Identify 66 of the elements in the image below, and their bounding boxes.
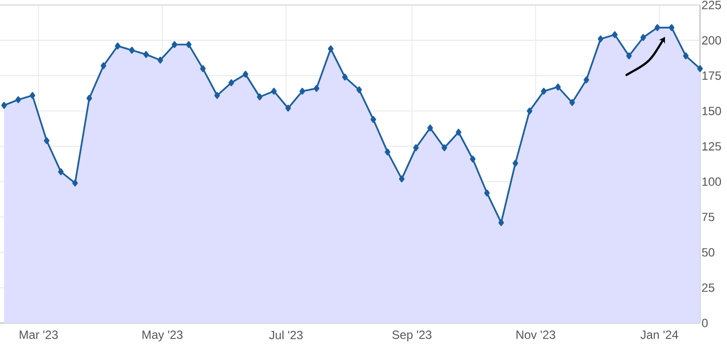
point [427, 124, 433, 132]
point [214, 92, 220, 99]
point [314, 84, 320, 92]
point [186, 41, 192, 48]
point [398, 175, 405, 182]
point [584, 76, 590, 84]
x-tick-label: Jan '24 [640, 330, 678, 339]
y-tick-label: 200 [702, 36, 722, 45]
point [100, 62, 106, 70]
point [526, 108, 532, 114]
point [413, 144, 419, 152]
point [370, 116, 376, 123]
point [328, 45, 334, 52]
point [30, 92, 36, 99]
point [15, 96, 22, 104]
point [384, 148, 390, 156]
point [512, 160, 518, 167]
point [612, 31, 618, 38]
point [484, 190, 490, 196]
point [569, 99, 575, 106]
point [114, 42, 120, 50]
point [640, 34, 646, 41]
y-tick-label: 150 [702, 106, 722, 116]
point [598, 35, 604, 42]
point [72, 180, 78, 187]
y-tick-label: 0 [702, 318, 708, 328]
point [555, 84, 561, 90]
x-tick-label: May '23 [142, 330, 183, 342]
point [683, 52, 689, 60]
point [271, 88, 277, 95]
point [668, 24, 674, 32]
point [228, 79, 234, 86]
y-tick-label: 100 [702, 177, 722, 186]
point [442, 144, 448, 152]
point [44, 137, 50, 144]
point [256, 93, 263, 100]
point [158, 56, 164, 64]
point [200, 65, 206, 72]
y-tick-label: 50 [702, 248, 714, 257]
point [456, 128, 462, 136]
x-tick-label: Jul '23 [269, 330, 303, 340]
y-tick-label: 125 [702, 142, 721, 151]
x-tick-label: Nov '23 [516, 330, 556, 339]
point [1, 102, 7, 109]
point [86, 94, 92, 102]
point [356, 86, 362, 94]
point [300, 88, 306, 95]
point [285, 104, 291, 112]
x-tick-label: Sep '23 [392, 330, 432, 342]
point [697, 65, 703, 72]
point [470, 156, 476, 162]
point [143, 51, 149, 58]
y-tick-label: 25 [702, 283, 714, 292]
point [540, 88, 547, 95]
point [498, 219, 504, 226]
point [626, 52, 632, 60]
point [342, 74, 348, 81]
y-tick-label: 75 [702, 212, 714, 222]
y-tick-label: 225 [702, 0, 721, 10]
point [129, 46, 135, 54]
point [242, 70, 248, 78]
point [654, 24, 660, 32]
point [172, 41, 178, 48]
point [58, 168, 64, 176]
y-tick-label: 175 [702, 72, 721, 80]
x-tick-label: Mar '23 [20, 330, 58, 339]
